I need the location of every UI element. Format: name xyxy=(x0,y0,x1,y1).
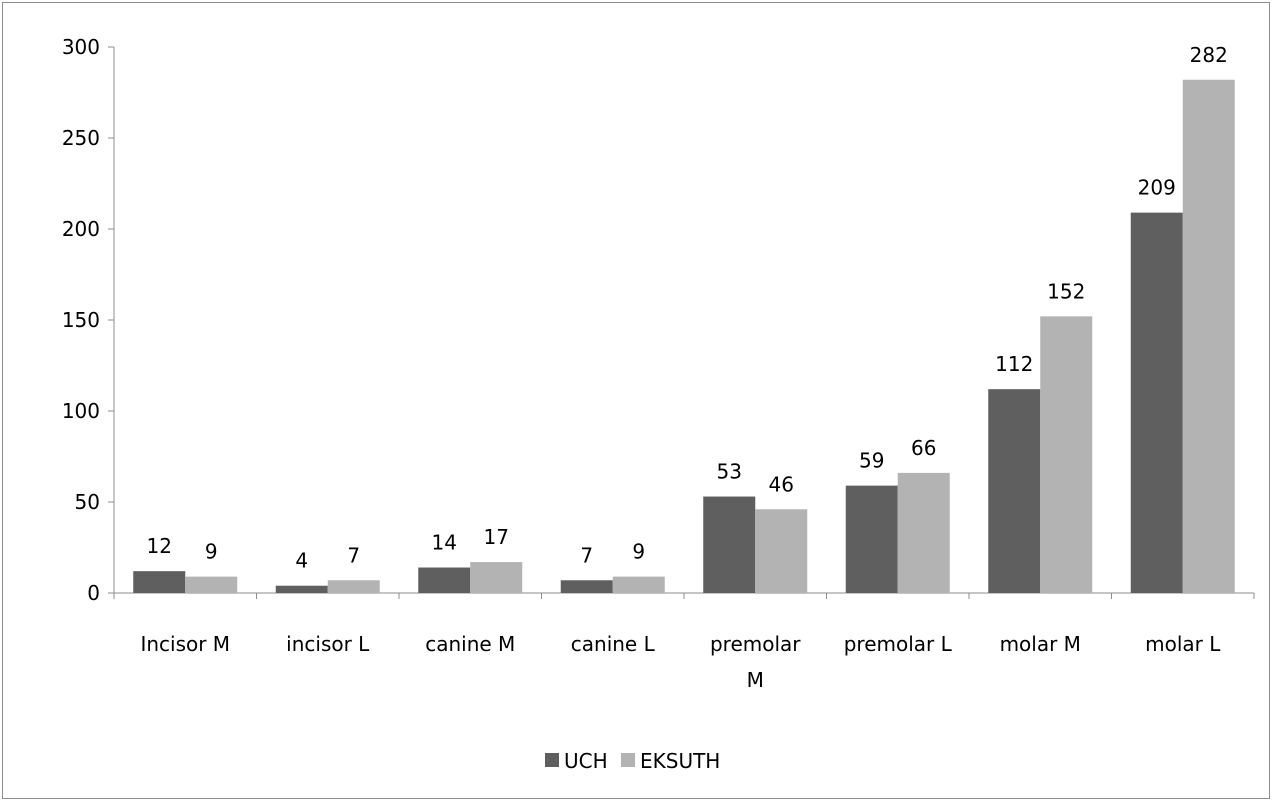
legend-label-eksuth: EKSUTH xyxy=(640,749,720,773)
data-label: 9 xyxy=(632,540,645,564)
data-label: 12 xyxy=(147,534,172,558)
data-label: 14 xyxy=(432,531,457,555)
bar-uch xyxy=(560,580,613,593)
y-tick-label: 150 xyxy=(62,308,100,332)
data-label: 17 xyxy=(484,525,509,549)
data-label: 59 xyxy=(859,449,884,473)
bar-eksuth xyxy=(612,576,665,593)
data-label: 7 xyxy=(580,543,593,567)
data-label: 112 xyxy=(995,352,1033,376)
data-label: 46 xyxy=(769,472,794,496)
y-tick-label: 200 xyxy=(62,217,100,241)
bar-eksuth xyxy=(1040,316,1093,593)
bar-eksuth xyxy=(897,472,950,593)
x-category-label: M xyxy=(747,668,764,692)
data-label: 4 xyxy=(295,549,308,573)
data-label: 152 xyxy=(1047,279,1085,303)
data-label: 282 xyxy=(1190,43,1228,67)
x-category-label: Incisor M xyxy=(140,632,230,656)
data-label: 7 xyxy=(347,543,360,567)
bar-eksuth xyxy=(470,562,523,593)
legend-swatch-uch xyxy=(545,753,559,767)
x-category-label: molar M xyxy=(1000,632,1081,656)
bar-eksuth xyxy=(327,580,380,593)
bar-uch xyxy=(133,571,186,593)
bar-eksuth xyxy=(755,509,808,593)
bar-uch xyxy=(988,389,1041,593)
bar-uch xyxy=(845,485,898,593)
x-category-label: premolar L xyxy=(844,632,953,656)
y-tick-label: 100 xyxy=(62,399,100,423)
data-label: 209 xyxy=(1138,176,1176,200)
y-tick-label: 0 xyxy=(87,581,100,605)
bar-eksuth xyxy=(1182,79,1235,593)
bar-eksuth xyxy=(185,576,238,593)
y-tick-label: 300 xyxy=(62,35,100,59)
x-category-label: incisor L xyxy=(286,632,370,656)
legend-label-uch: UCH xyxy=(564,749,608,773)
bar-uch xyxy=(275,585,328,593)
x-category-label: canine L xyxy=(571,632,656,656)
y-tick-label: 250 xyxy=(62,126,100,150)
data-label: 9 xyxy=(205,540,218,564)
y-tick-label: 50 xyxy=(75,490,100,514)
data-label: 53 xyxy=(717,460,742,484)
x-category-label: molar L xyxy=(1145,632,1221,656)
bar-uch xyxy=(418,567,471,593)
bar-uch xyxy=(703,496,756,593)
legend-swatch-eksuth xyxy=(621,753,635,767)
x-category-label: premolar xyxy=(710,632,801,656)
x-category-label: canine M xyxy=(425,632,515,656)
data-label: 66 xyxy=(911,436,936,460)
bar-uch xyxy=(1130,212,1183,593)
